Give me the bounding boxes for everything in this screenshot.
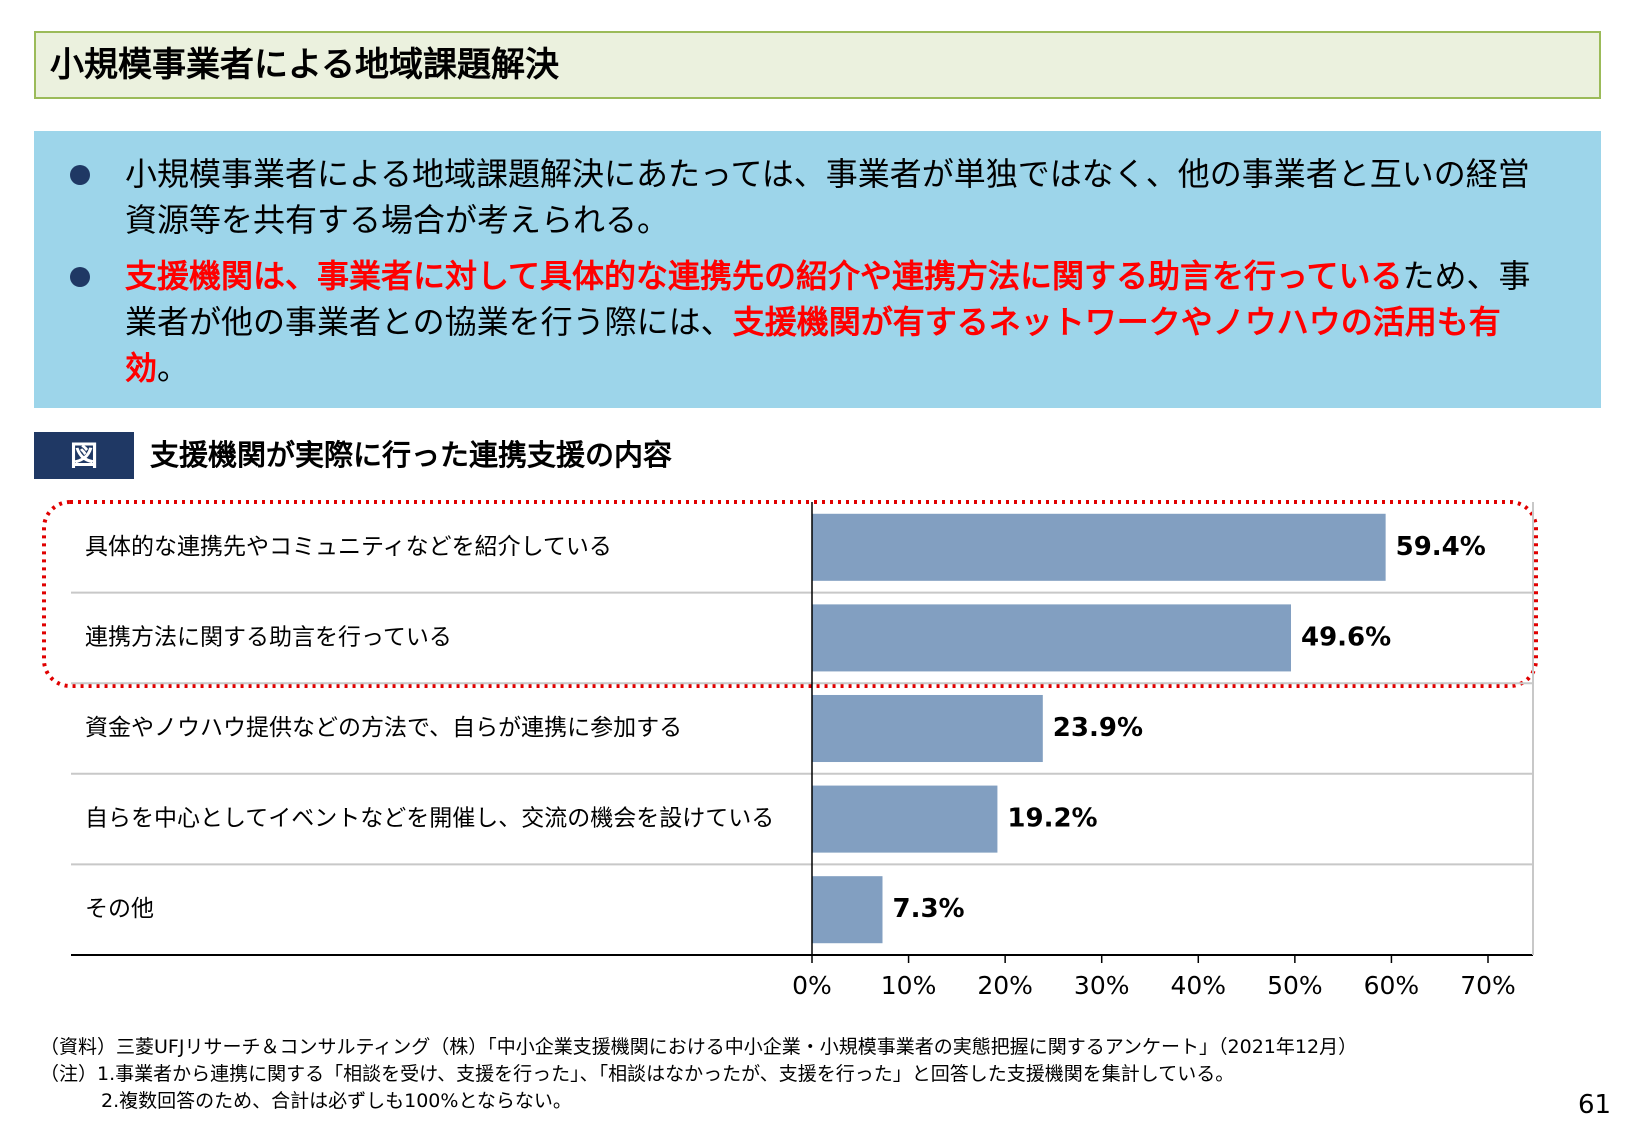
bullet-text: 小規模事業者による地域課題解決にあたっては、事業者が単独ではなく、他の事業者と互… bbox=[125, 155, 1530, 239]
x-tick-label: 40% bbox=[1170, 971, 1226, 1000]
category-label: 自らを中心としてイベントなどを開催し、交流の機会を設けている bbox=[85, 806, 774, 832]
bar bbox=[812, 785, 998, 853]
footnote: （注）1.事業者から連携に関する「相談を受け、支援を行った」、「相談はなかったが… bbox=[40, 1063, 1235, 1085]
value-label: 49.6% bbox=[1301, 622, 1391, 652]
value-label: 23.9% bbox=[1053, 713, 1143, 743]
figure-title: 支援機関が実際に行った連携支援の内容 bbox=[150, 438, 673, 472]
bar bbox=[812, 694, 1043, 763]
summary-box: 小規模事業者による地域課題解決にあたっては、事業者が単独ではなく、他の事業者と互… bbox=[34, 131, 1601, 408]
bar bbox=[812, 604, 1291, 672]
bullet-text: 。 bbox=[157, 349, 190, 387]
figure-label: 図 bbox=[34, 432, 134, 479]
x-tick-label: 50% bbox=[1267, 971, 1323, 1000]
slide-title: 小規模事業者による地域課題解決 bbox=[34, 31, 1601, 99]
bullet: 小規模事業者による地域課題解決にあたっては、事業者が単独ではなく、他の事業者と互… bbox=[34, 151, 1601, 243]
bullet-list: 小規模事業者による地域課題解決にあたっては、事業者が単独ではなく、他の事業者と互… bbox=[34, 151, 1601, 401]
category-label: その他 bbox=[85, 896, 154, 922]
x-tick-label: 60% bbox=[1364, 971, 1420, 1000]
value-label: 59.4% bbox=[1396, 532, 1486, 562]
footnote: 2.複数回答のため、合計は必ずしも100%とならない。 bbox=[101, 1090, 572, 1112]
x-tick-label: 70% bbox=[1460, 971, 1516, 1000]
x-tick-label: 10% bbox=[881, 971, 937, 1000]
footnote: （資料）三菱UFJリサーチ＆コンサルティング（株）「中小企業支援機関における中小… bbox=[40, 1036, 1358, 1058]
bar bbox=[812, 876, 883, 944]
page-number: 61 bbox=[1578, 1090, 1612, 1120]
highlight-frame bbox=[42, 500, 1538, 688]
category-label: 資金やノウハウ提供などの方法で、自らが連携に参加する bbox=[85, 715, 682, 741]
bullet: 支援機関は、事業者に対して具体的な連携先の紹介や連携方法に関する助言を行っている… bbox=[34, 253, 1601, 391]
emphasis-text: 支援機関は、事業者に対して具体的な連携先の紹介や連携方法に関する助言を行っている bbox=[125, 257, 1403, 295]
x-tick-label: 20% bbox=[977, 971, 1033, 1000]
value-label: 7.3% bbox=[892, 894, 964, 924]
value-label: 19.2% bbox=[1007, 804, 1097, 834]
bullet-text: ため、事業者が他の事業者との協業を行う際には、 bbox=[125, 257, 1531, 341]
bar bbox=[812, 513, 1386, 581]
category-label: 連携方法に関する助言を行っている bbox=[85, 624, 452, 650]
emphasis-text: 支援機関が有するネットワークやノウハウの活用も有効 bbox=[125, 303, 1501, 387]
category-label: 具体的な連携先やコミュニティなどを紹介している bbox=[85, 534, 612, 560]
x-tick-label: 0% bbox=[792, 971, 832, 1000]
x-tick-label: 30% bbox=[1074, 971, 1130, 1000]
